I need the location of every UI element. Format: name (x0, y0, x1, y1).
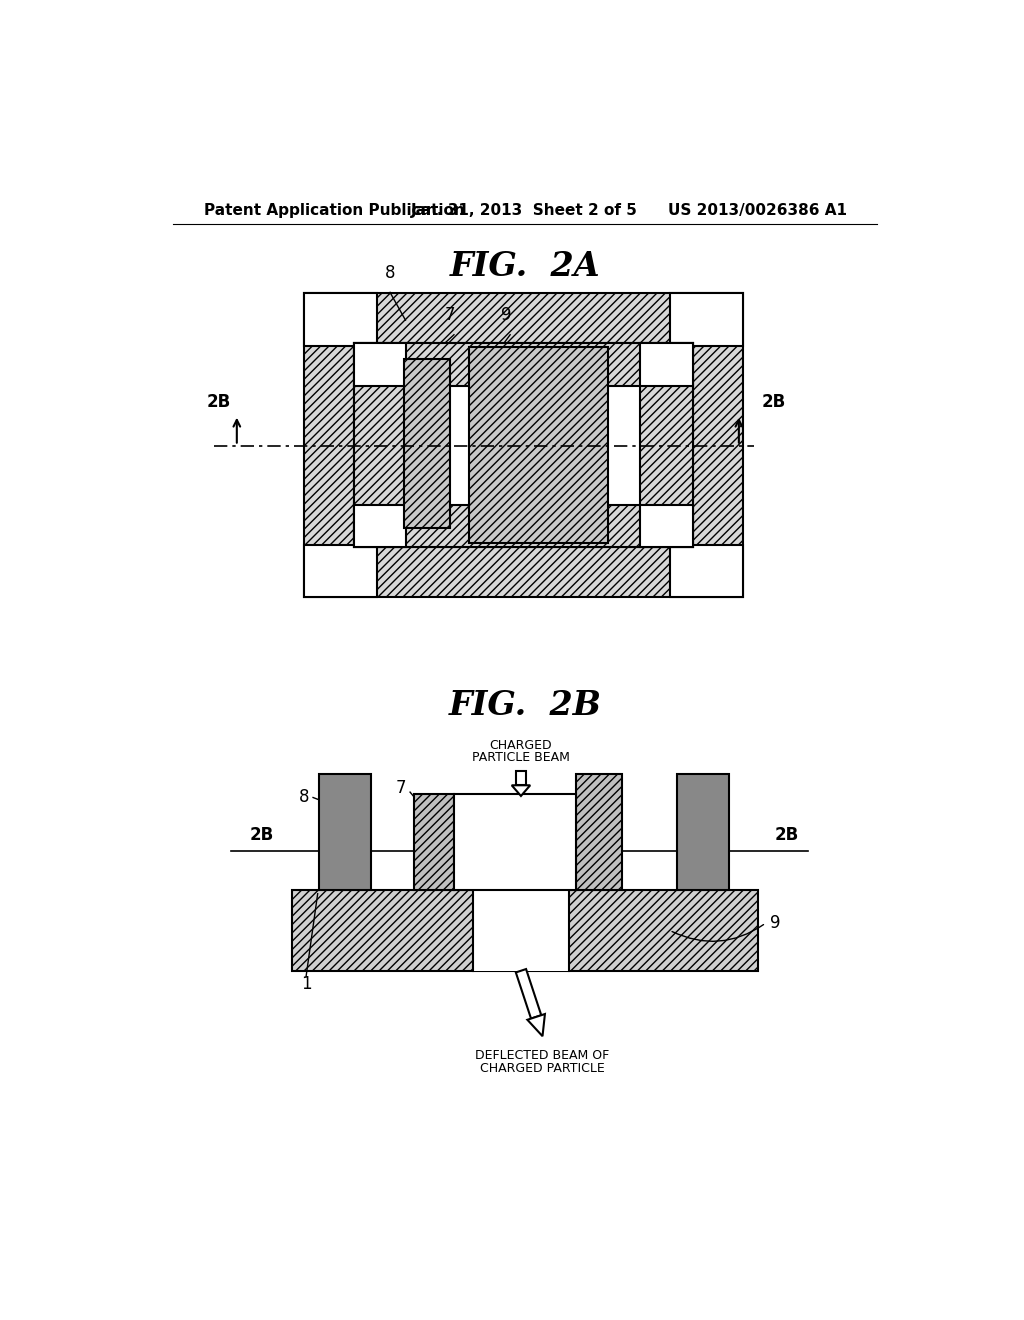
Text: 2B: 2B (774, 826, 799, 843)
Bar (354, 506, 407, 548)
Bar (304, 293, 742, 597)
Text: Patent Application Publication: Patent Application Publication (204, 203, 465, 218)
Bar (354, 343, 692, 548)
Bar (304, 545, 377, 597)
Bar (414, 793, 454, 890)
Bar (292, 890, 758, 970)
Text: PARTICLE BEAM: PARTICLE BEAM (472, 751, 570, 764)
Text: CHARGED PARTICLE: CHARGED PARTICLE (480, 1063, 605, 1074)
Text: DEFLECTED BEAM OF: DEFLECTED BEAM OF (475, 1049, 609, 1063)
Text: 9: 9 (501, 306, 512, 323)
Text: 1: 1 (301, 974, 311, 993)
Text: FIG.  2A: FIG. 2A (450, 249, 600, 282)
Bar (515, 771, 526, 785)
Text: 8: 8 (299, 788, 309, 807)
Bar (354, 343, 407, 385)
Text: 9: 9 (770, 913, 780, 932)
Bar (473, 890, 569, 970)
Bar (469, 347, 608, 544)
Text: 2B: 2B (249, 826, 273, 843)
Text: 7: 7 (395, 779, 407, 797)
Text: - FIELD E: - FIELD E (460, 846, 510, 857)
Text: 2B: 2B (207, 393, 231, 411)
Bar (454, 793, 575, 890)
Bar (319, 775, 371, 890)
Polygon shape (512, 785, 530, 796)
Bar (354, 343, 692, 548)
Bar (403, 359, 451, 528)
Bar (640, 506, 692, 548)
Bar (407, 385, 640, 506)
Polygon shape (516, 969, 542, 1019)
Polygon shape (527, 1014, 545, 1036)
Bar (640, 343, 692, 385)
Text: Jan. 31, 2013  Sheet 2 of 5: Jan. 31, 2013 Sheet 2 of 5 (412, 203, 638, 218)
Text: FIG.  2B: FIG. 2B (449, 689, 601, 722)
Bar (304, 293, 377, 346)
Bar (575, 775, 622, 890)
Text: US 2013/0026386 A1: US 2013/0026386 A1 (668, 203, 847, 218)
Text: CHARGED: CHARGED (489, 739, 552, 751)
Bar (670, 545, 742, 597)
Bar (670, 293, 742, 346)
Text: 8: 8 (385, 264, 395, 281)
Bar (677, 775, 729, 890)
Text: 7: 7 (444, 306, 456, 323)
Text: 2B: 2B (762, 393, 785, 411)
Text: - ELECTRIC: - ELECTRIC (460, 833, 521, 843)
